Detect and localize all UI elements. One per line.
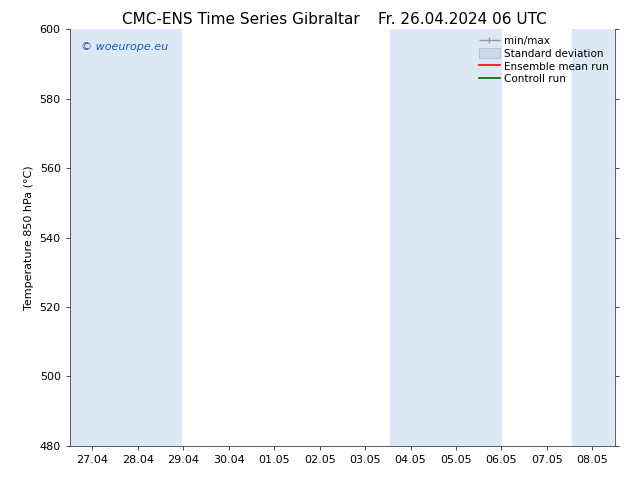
Bar [572, 29, 615, 446]
Legend: min/max, Standard deviation, Ensemble mean run, Controll run: min/max, Standard deviation, Ensemble me… [475, 31, 613, 89]
Bar [70, 29, 115, 446]
Text: CMC-ENS Time Series Gibraltar: CMC-ENS Time Series Gibraltar [122, 12, 360, 27]
Bar [390, 29, 433, 446]
Bar [433, 29, 501, 446]
Y-axis label: Temperature 850 hPa (°C): Temperature 850 hPa (°C) [24, 165, 34, 310]
Text: © woeurope.eu: © woeurope.eu [81, 42, 168, 52]
Bar [115, 29, 181, 446]
Text: Fr. 26.04.2024 06 UTC: Fr. 26.04.2024 06 UTC [378, 12, 547, 27]
